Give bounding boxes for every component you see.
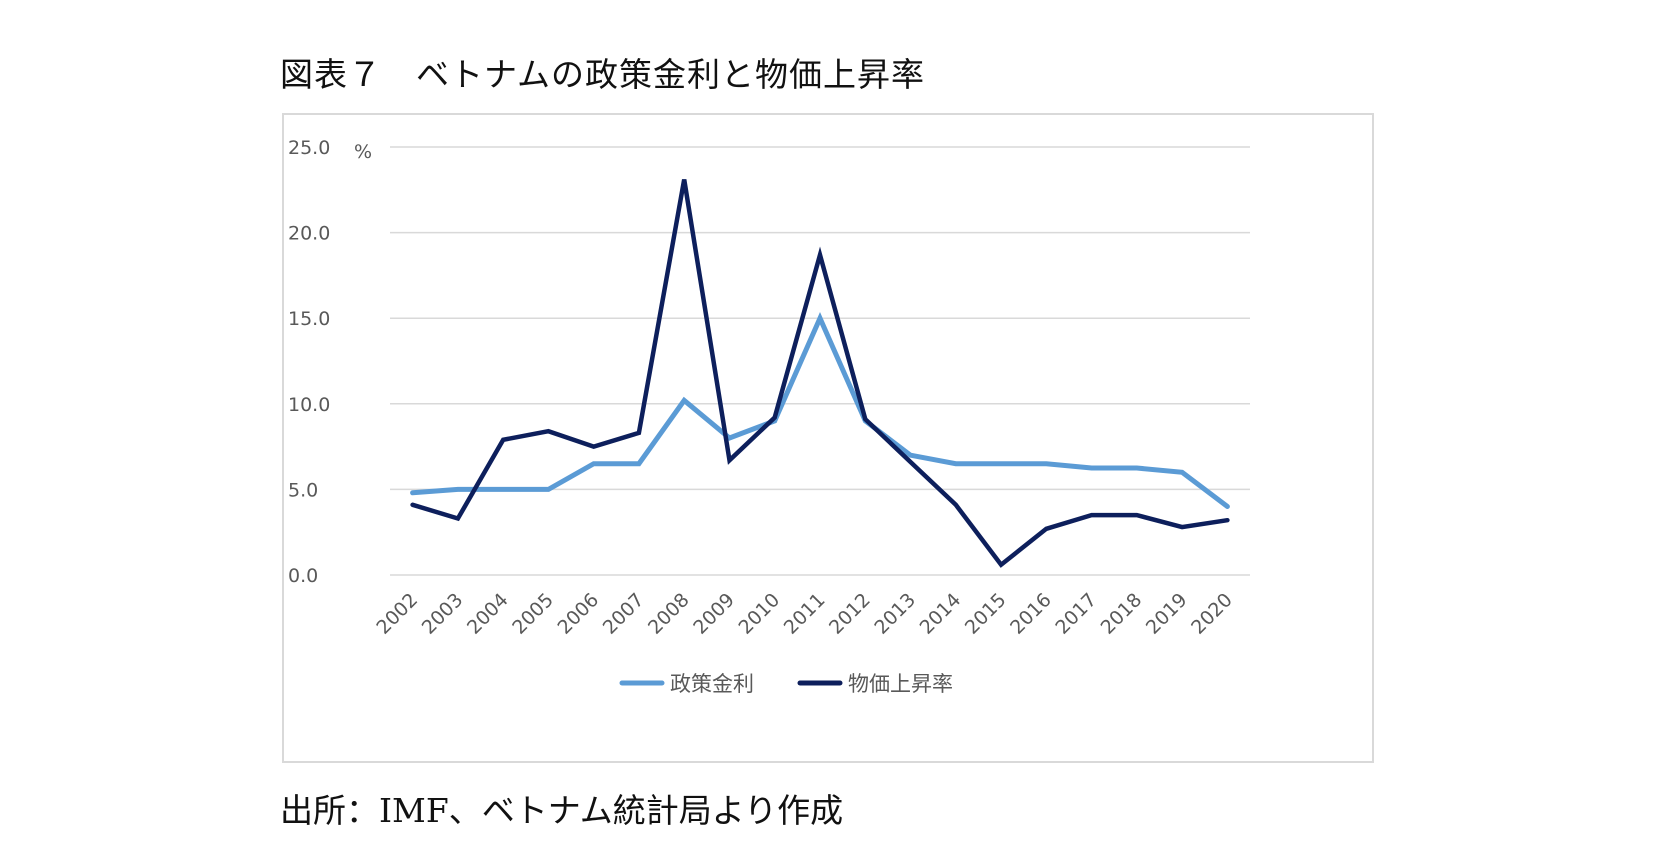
x-tick-label: 2008 bbox=[644, 589, 694, 639]
x-tick-label: 2016 bbox=[1006, 589, 1056, 639]
line-chart: 0.05.010.015.020.025.0 %20022003200420052… bbox=[288, 137, 1250, 696]
y-tick-label: 25.0 bbox=[288, 137, 330, 159]
legend-label-1: 政策金利 bbox=[670, 672, 754, 696]
legend-label-2: 物価上昇率 bbox=[848, 672, 953, 696]
y-unit-label: % bbox=[354, 141, 372, 163]
x-tick-label: 2002 bbox=[372, 589, 422, 639]
x-tick-label: 2003 bbox=[418, 589, 468, 639]
series-line-2 bbox=[410, 179, 1230, 568]
x-tick-label: 2017 bbox=[1051, 589, 1101, 639]
x-tick-label: 2009 bbox=[689, 589, 739, 639]
x-tick-label: 2004 bbox=[463, 589, 513, 639]
x-tick-label: 2010 bbox=[735, 589, 785, 639]
figure-title: 図表７ ベトナムの政策金利と物価上昇率 bbox=[280, 55, 926, 94]
source-note: 出所：IMF、ベトナム統計局より作成 bbox=[280, 791, 844, 830]
series-line-1 bbox=[410, 312, 1230, 509]
x-tick-label: 2005 bbox=[508, 589, 558, 639]
y-tick-label: 20.0 bbox=[288, 223, 330, 245]
x-tick-label: 2011 bbox=[780, 589, 830, 639]
x-tick-label: 2014 bbox=[916, 589, 966, 639]
x-tick-label: 2020 bbox=[1187, 589, 1237, 639]
x-tick-label: 2012 bbox=[825, 589, 875, 639]
x-tick-label: 2019 bbox=[1142, 589, 1192, 639]
y-tick-label: 10.0 bbox=[288, 394, 330, 416]
chart-frame: 0.0 5.0 10.0 15.0 20.0 25.0% 2002 2003 2004 2005 2… bbox=[282, 113, 1374, 763]
x-tick-label: 2007 bbox=[599, 589, 649, 639]
y-tick-label: 0.0 bbox=[288, 565, 318, 587]
y-tick-label: 5.0 bbox=[288, 479, 318, 501]
x-tick-label: 2006 bbox=[553, 589, 603, 639]
y-tick-label: 15.0 bbox=[288, 308, 330, 330]
x-tick-label: 2015 bbox=[961, 589, 1011, 639]
x-tick-label: 2018 bbox=[1097, 589, 1147, 639]
x-tick-label: 2013 bbox=[870, 589, 920, 639]
